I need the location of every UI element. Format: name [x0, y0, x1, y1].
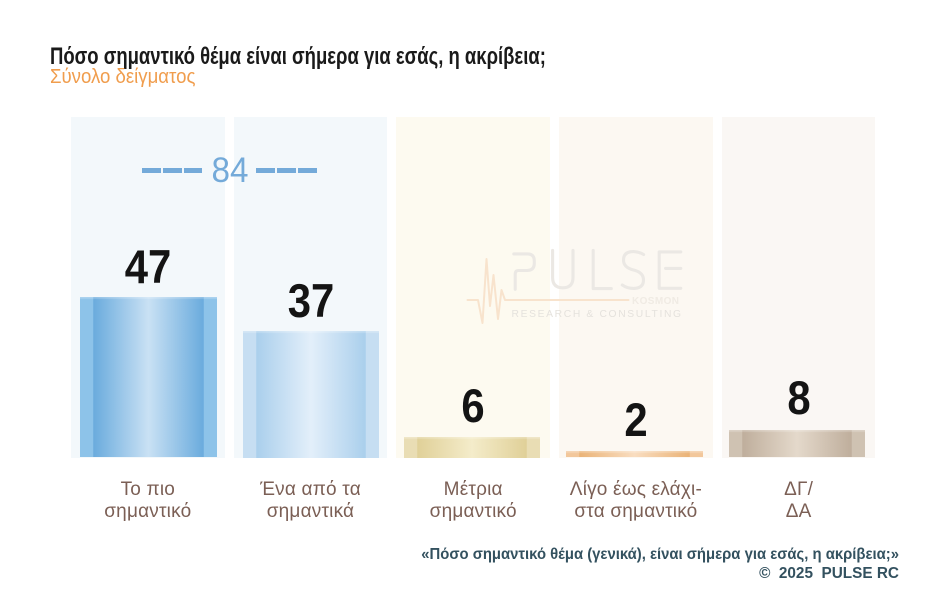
- svg-text:RESEARCH & CONSULTING: RESEARCH & CONSULTING: [512, 309, 683, 320]
- svg-text:KOSMON: KOSMON: [632, 296, 679, 307]
